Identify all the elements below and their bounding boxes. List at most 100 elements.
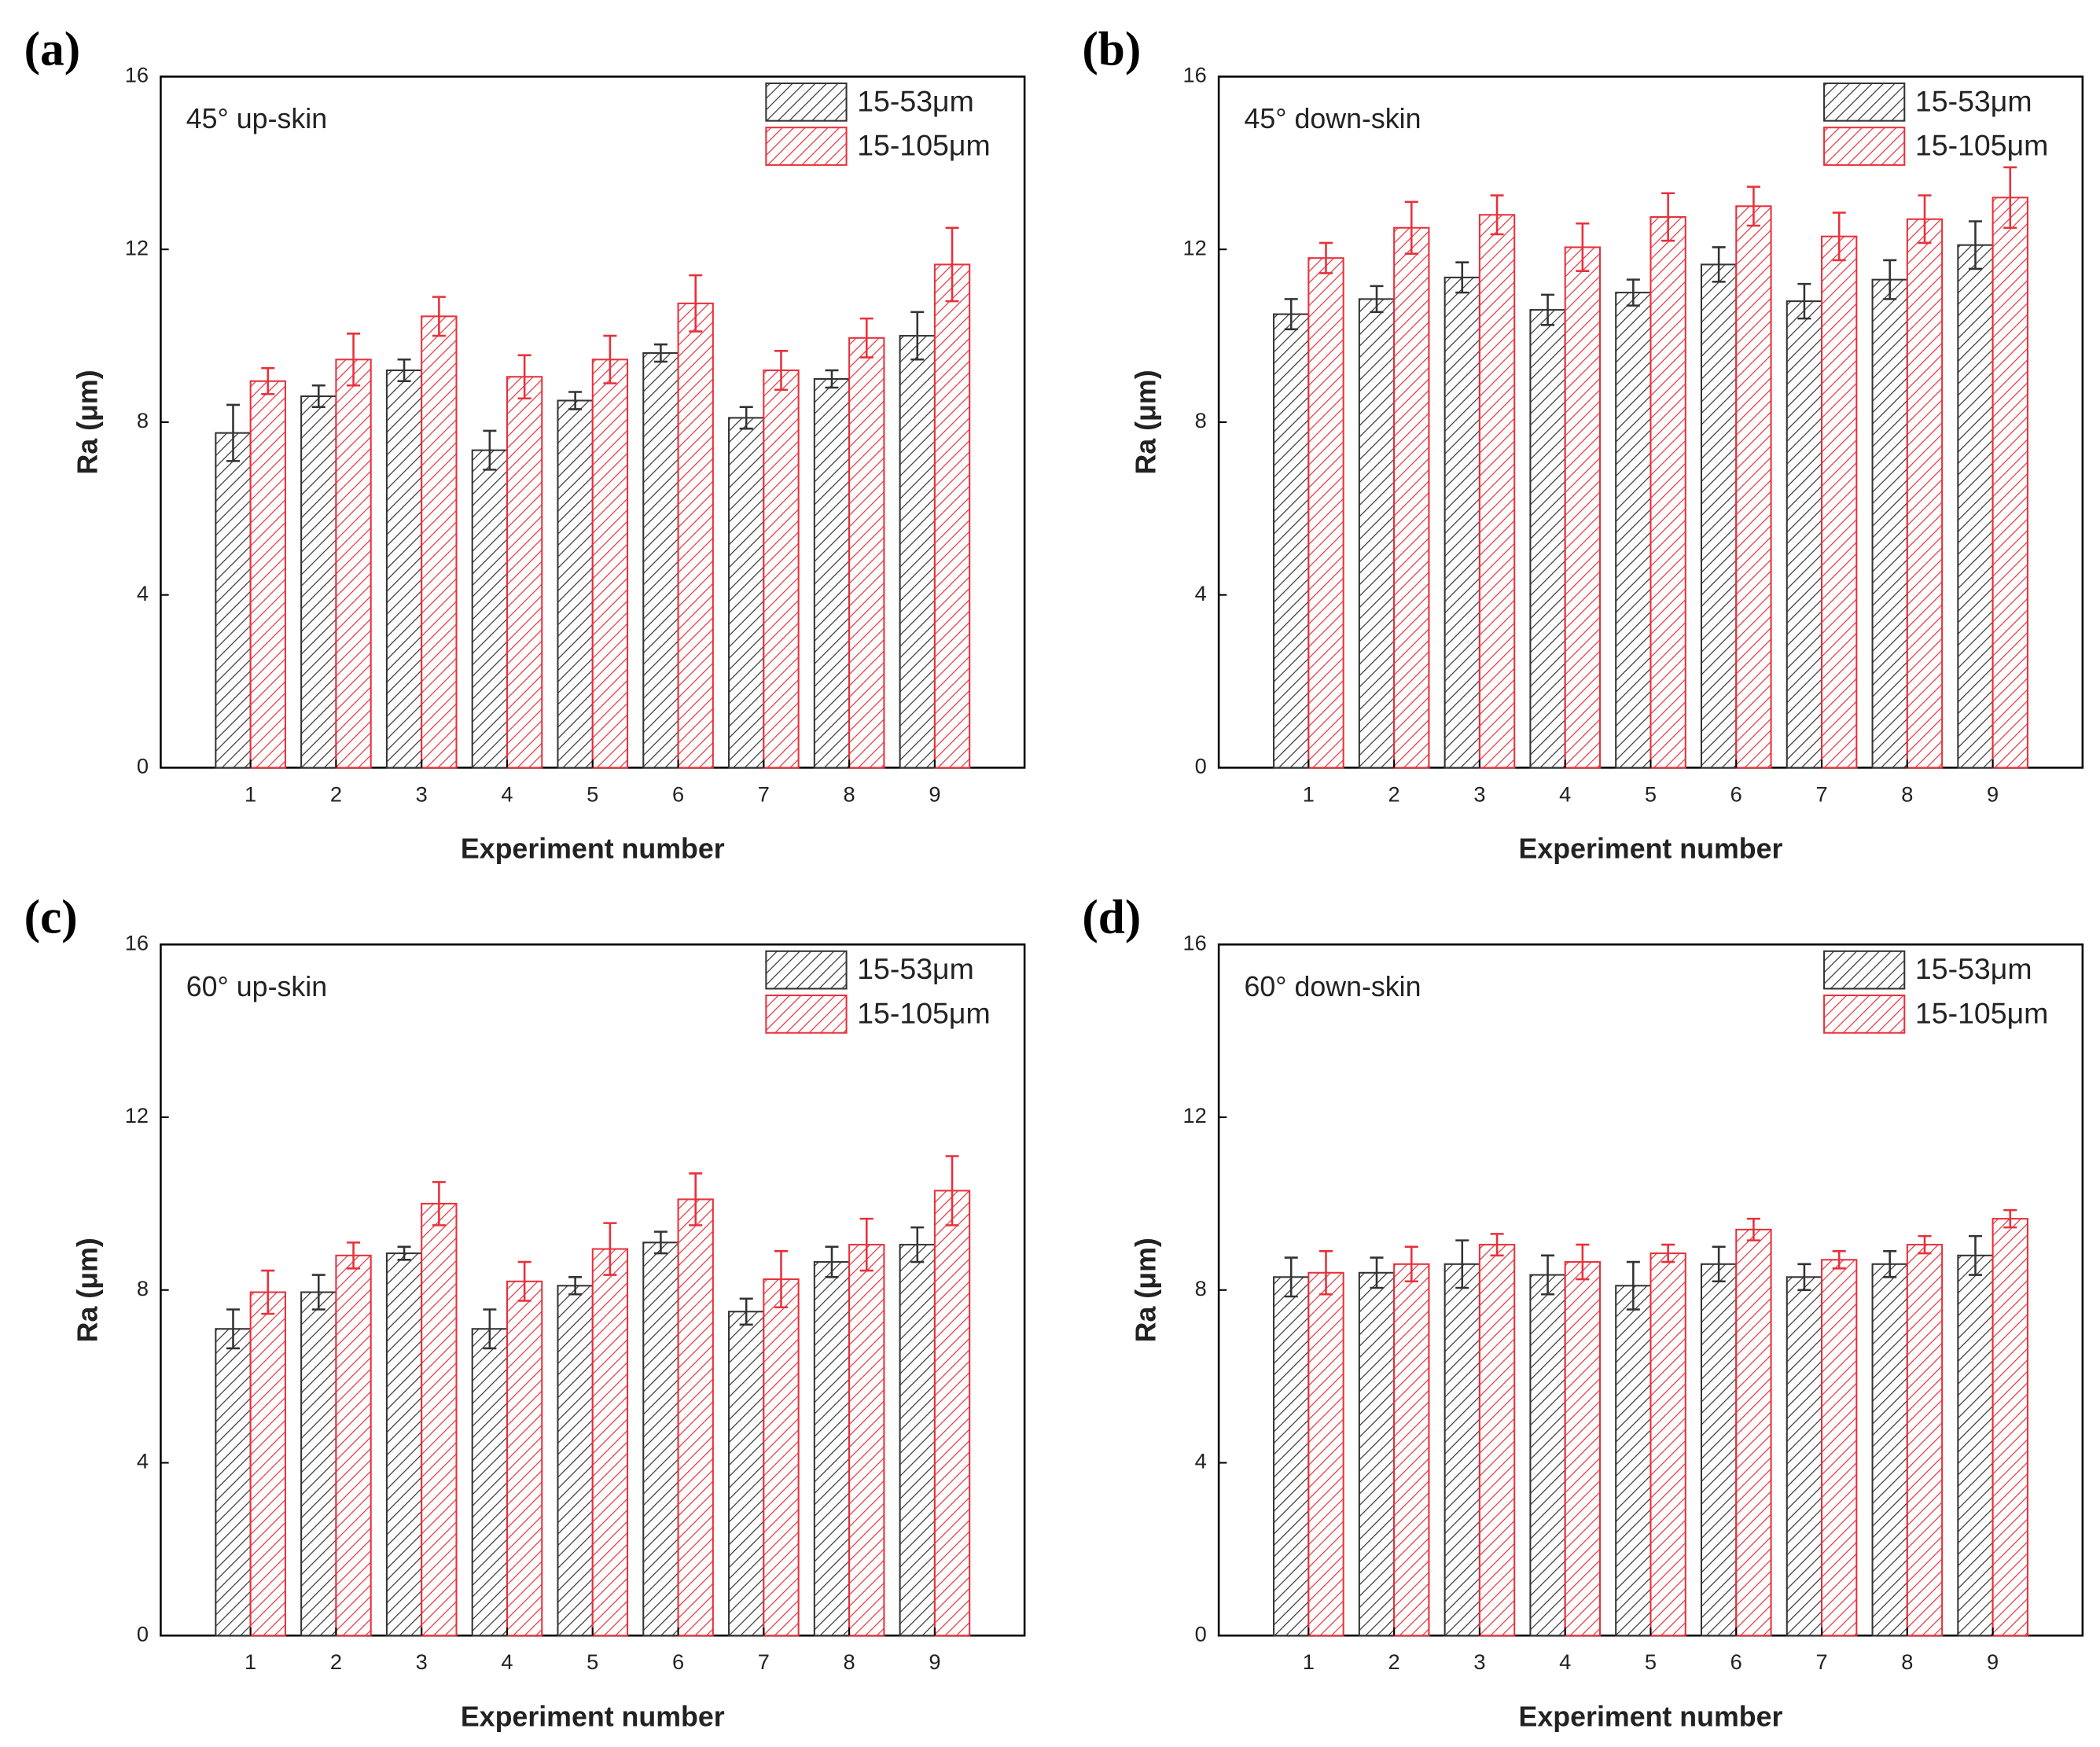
bar: [249, 1291, 286, 1637]
y-tick-label: 16: [1182, 63, 1206, 87]
x-tick-label: 1: [245, 782, 256, 806]
y-tick-label: 12: [1182, 1103, 1206, 1127]
bar: [813, 377, 851, 769]
bar: [848, 337, 885, 769]
bar: [215, 1328, 252, 1637]
x-tick-label: 8: [844, 782, 855, 806]
error-bar: [1797, 282, 1811, 320]
error-bar: [1797, 1263, 1811, 1292]
error-bar: [774, 350, 789, 392]
error-bar: [2003, 1208, 2017, 1229]
y-tick-label: 16: [1182, 930, 1206, 954]
bar: [557, 399, 594, 769]
bar: [1393, 1263, 1430, 1637]
bar: [728, 417, 765, 769]
x-tick-label: 1: [1303, 1650, 1315, 1674]
bar: [642, 352, 679, 769]
error-bar: [347, 333, 361, 387]
bar: [1478, 214, 1516, 769]
x-tick-label: 9: [929, 782, 940, 806]
error-bar: [1284, 298, 1298, 331]
error-bar: [1746, 186, 1760, 227]
error-bar: [1626, 278, 1640, 307]
annotation: 45° down-skin: [1244, 103, 1421, 134]
x-tick-label: 2: [1388, 782, 1400, 806]
error-bar: [1576, 222, 1590, 272]
error-bar: [517, 354, 531, 400]
x-tick-label: 7: [1815, 782, 1827, 806]
bar: [249, 380, 286, 769]
bar: [1735, 205, 1772, 769]
bar: [557, 1285, 594, 1637]
bar: [1957, 1254, 1994, 1637]
bar: [591, 1248, 629, 1637]
error-bar: [261, 366, 275, 395]
x-tick-label: 6: [1730, 782, 1742, 806]
bar: [1821, 1259, 1858, 1637]
bar: [385, 1252, 423, 1637]
bar: [421, 1202, 458, 1637]
x-tick-label: 9: [1987, 782, 1999, 806]
bar: [933, 1190, 971, 1637]
y-tick-label: 0: [1195, 1621, 1207, 1646]
error-bar: [261, 1269, 275, 1315]
bar: [335, 1254, 372, 1637]
error-bar: [1746, 1217, 1760, 1241]
x-tick-label: 5: [587, 1650, 598, 1674]
error-bar: [1968, 1234, 1983, 1276]
x-tick-label: 7: [758, 1650, 770, 1674]
error-bar: [1661, 1243, 1675, 1263]
legend-label: 15-53μm: [857, 84, 974, 117]
error-bar: [1404, 200, 1418, 255]
y-tick-label: 8: [1195, 408, 1207, 432]
error-bar: [859, 317, 873, 359]
legend-label: 15-105μm: [1915, 996, 2048, 1029]
x-tick-label: 9: [1987, 1650, 1999, 1674]
error-bar: [689, 1172, 703, 1227]
error-bar: [739, 406, 753, 430]
bar: [899, 335, 936, 769]
error-bar: [397, 1245, 411, 1261]
legend-swatch: [765, 950, 848, 990]
x-tick-label: 5: [1645, 782, 1657, 806]
panel-label: (d): [1082, 890, 1141, 943]
bar: [1821, 235, 1858, 769]
error-bar: [1883, 259, 1897, 300]
error-bar: [1370, 1256, 1384, 1289]
bar: [1358, 1271, 1396, 1637]
x-tick-label: 5: [587, 782, 598, 806]
legend-swatch: [765, 127, 848, 166]
error-bar: [1455, 261, 1469, 294]
bar: [300, 1291, 337, 1637]
legend-swatch: [765, 994, 848, 1034]
annotation: 60° up-skin: [186, 971, 327, 1002]
bar: [1393, 226, 1430, 769]
bar: [1786, 300, 1823, 769]
error-bar: [1712, 1245, 1726, 1283]
error-bar: [2003, 166, 2017, 230]
error-bar: [1918, 194, 1932, 245]
panel-label: (a): [24, 23, 80, 76]
bar: [899, 1244, 936, 1637]
error-bar: [568, 1276, 583, 1296]
bar: [763, 1278, 800, 1637]
bar: [471, 1328, 509, 1637]
x-tick-label: 8: [1901, 1650, 1913, 1674]
error-bar: [347, 1241, 361, 1270]
y-tick-label: 4: [137, 581, 149, 605]
error-bar: [1626, 1260, 1640, 1311]
bar: [1992, 1218, 2028, 1637]
bar: [421, 315, 458, 769]
bar: [1700, 1263, 1738, 1637]
error-bar: [603, 1222, 617, 1276]
error-bar: [1284, 1256, 1298, 1298]
bar: [1649, 215, 1686, 769]
legend-swatch: [1823, 950, 1906, 990]
y-axis-label: Ra (μm): [1130, 1238, 1161, 1342]
bar: [335, 359, 372, 769]
error-bar: [1883, 1250, 1897, 1278]
x-tick-label: 8: [1901, 782, 1913, 806]
x-tick-label: 8: [844, 1650, 855, 1674]
x-tick-label: 7: [1815, 1650, 1827, 1674]
